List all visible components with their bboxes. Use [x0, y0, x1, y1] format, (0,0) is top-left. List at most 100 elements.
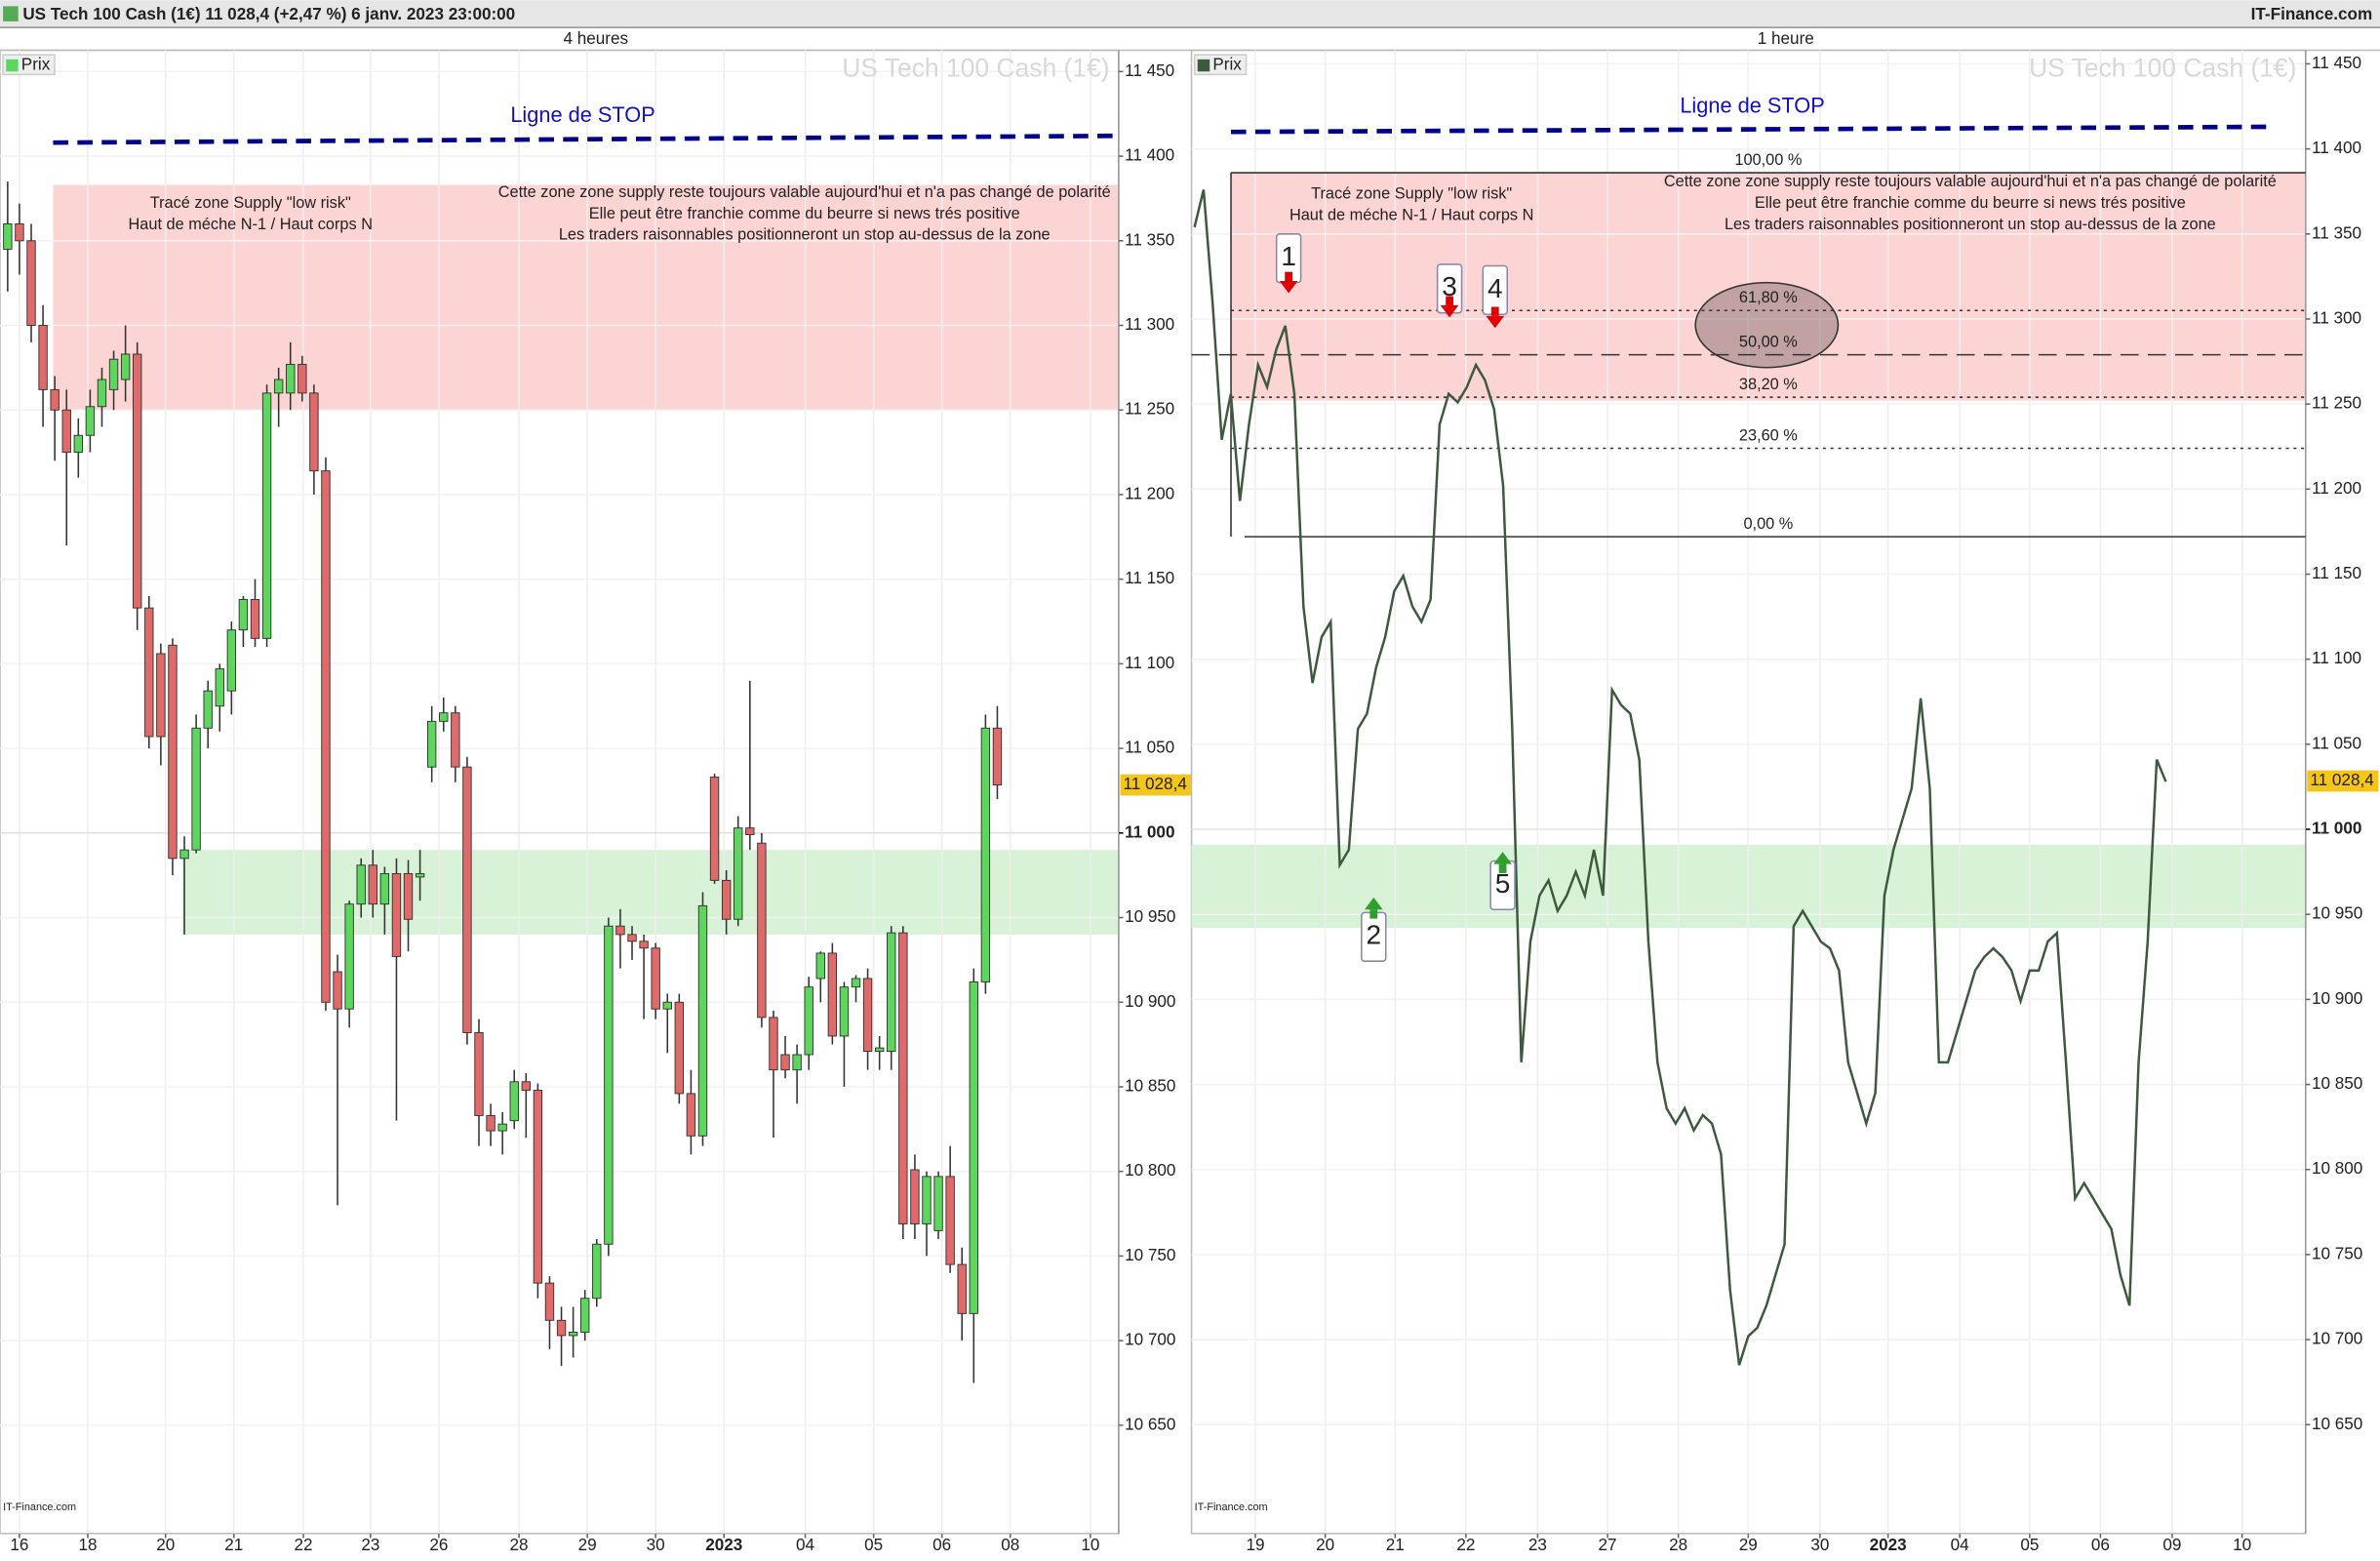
candle-body — [509, 1081, 519, 1122]
marker-arrow — [1493, 852, 1512, 864]
x-tick-label: 09 — [2162, 1536, 2181, 1554]
candle-body — [957, 1263, 967, 1314]
y-tick-label: 10 900 — [1125, 992, 1175, 1011]
x-tick-label: 29 — [578, 1536, 597, 1554]
y-tick-label: 11 100 — [2312, 649, 2361, 667]
candle-body — [238, 599, 249, 631]
candle-body — [568, 1331, 578, 1337]
candle-body — [15, 222, 24, 242]
reference-label: 11 000 — [1125, 822, 1174, 841]
candle-body — [3, 222, 13, 250]
y-tick-label: 11 400 — [2312, 139, 2361, 157]
annotation: Haut de méche N-1 / Haut corps N — [1289, 206, 1533, 223]
marker-arrow-stem — [1369, 909, 1378, 919]
demand-zone — [181, 850, 1119, 935]
candle-body — [627, 934, 637, 942]
x-tick-label: 08 — [1001, 1536, 1019, 1554]
candle-body — [615, 925, 625, 936]
header-title: US Tech 100 Cash (1€) 11 028,4 (+2,47 %)… — [22, 5, 515, 23]
fib-label: 61,80 % — [1739, 289, 1798, 306]
candle-body — [50, 388, 60, 411]
y-tick-label: 11 450 — [1125, 61, 1174, 80]
legend-label: Prix — [21, 56, 51, 74]
x-tick-label: 10 — [1081, 1536, 1099, 1554]
x-tick-label: 04 — [796, 1536, 815, 1554]
x-tick-label: 28 — [1669, 1536, 1687, 1554]
x-tick-label: 18 — [78, 1536, 97, 1554]
candle-body — [261, 392, 272, 639]
x-tick-label: 21 — [1386, 1536, 1405, 1554]
candle-body — [439, 712, 449, 722]
candle-body — [851, 978, 861, 988]
candle-body — [26, 240, 36, 326]
annotation: Elle peut être franchie comme du beurre … — [1755, 194, 2186, 212]
annotation: Tracé zone Supply "low risk" — [150, 194, 351, 212]
x-tick-label: 20 — [1316, 1536, 1334, 1554]
y-tick-label: 11 350 — [1125, 230, 1174, 249]
candle-body — [368, 864, 377, 905]
x-tick-label: 30 — [1810, 1536, 1829, 1554]
header-bar — [0, 0, 2380, 28]
last-price-badge — [2307, 770, 2379, 792]
y-tick-label: 10 950 — [2312, 904, 2362, 923]
y-tick-label: 11 300 — [1125, 315, 1174, 334]
x-tick-label: 29 — [1739, 1536, 1758, 1554]
stop-line — [1231, 124, 2275, 135]
y-tick-label: 11 350 — [2312, 223, 2361, 242]
x-tick-label: 30 — [647, 1536, 665, 1554]
header-icon — [3, 6, 19, 21]
watermark: US Tech 100 Cash (1€) — [2029, 54, 2296, 83]
x-tick-label: 26 — [429, 1536, 448, 1554]
x-tick-label: 16 — [10, 1536, 28, 1554]
watermark: US Tech 100 Cash (1€) — [842, 54, 1109, 83]
price-line — [1193, 189, 2167, 1366]
candle-body — [544, 1282, 555, 1321]
timeframe: 4 heures — [563, 29, 628, 48]
candle-body — [298, 363, 307, 394]
candle-body — [344, 903, 354, 1010]
y-tick-label: 11 200 — [2312, 479, 2361, 498]
candle-body — [815, 952, 825, 980]
candle-body — [144, 607, 154, 738]
x-tick-label: 06 — [932, 1536, 951, 1554]
candle-body — [922, 1176, 932, 1224]
candle-body — [333, 971, 342, 1010]
candle-body — [533, 1089, 543, 1284]
candle-body — [356, 864, 366, 905]
candle-body — [321, 470, 331, 1003]
candle-body — [474, 1032, 484, 1116]
marker-label: 5 — [1495, 868, 1511, 899]
y-tick-label: 10 750 — [2312, 1244, 2362, 1262]
stop-label: Ligne de STOP — [1680, 93, 1824, 117]
candle-body — [191, 727, 201, 851]
marker-label: 1 — [1281, 241, 1296, 271]
supply-zone — [1231, 173, 2306, 401]
x-tick-label: 22 — [295, 1536, 313, 1554]
legend-swatch — [6, 59, 19, 72]
candle-body — [97, 379, 107, 408]
x-tick-label: 05 — [2020, 1536, 2039, 1554]
candle-body — [792, 1054, 802, 1071]
candle-body — [674, 1001, 685, 1095]
fib-label: 50,00 % — [1739, 333, 1798, 350]
marker-arrow-stem — [1498, 863, 1507, 873]
candle-body — [592, 1243, 602, 1300]
marker-label: 3 — [1442, 271, 1457, 301]
y-tick-label: 10 800 — [2312, 1159, 2362, 1178]
marker-arrow-stem — [1446, 296, 1453, 305]
x-tick-label: 23 — [361, 1536, 379, 1554]
x-tick-label: 20 — [156, 1536, 175, 1554]
reference-label: 11 000 — [2312, 820, 2361, 838]
y-tick-label: 11 400 — [1125, 146, 1174, 165]
source: IT-Finance.com — [3, 1501, 76, 1513]
stop-label: Ligne de STOP — [510, 102, 654, 127]
candle-body — [721, 879, 732, 920]
candle-body — [662, 1001, 672, 1010]
annotation: Elle peut être franchie comme du beurre … — [589, 205, 1020, 222]
candle-body — [61, 409, 71, 454]
marker-arrow — [1486, 315, 1505, 329]
brand: IT-Finance.com — [2251, 5, 2373, 23]
candle-body — [108, 358, 119, 390]
y-tick-label: 10 700 — [1125, 1331, 1175, 1349]
